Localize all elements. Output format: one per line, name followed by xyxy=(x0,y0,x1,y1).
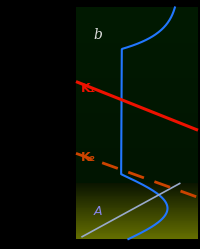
Bar xyxy=(76,206,198,208)
Bar xyxy=(76,190,198,192)
Bar xyxy=(76,48,198,54)
Bar xyxy=(76,25,198,31)
Bar xyxy=(76,7,198,13)
Bar xyxy=(76,228,198,230)
Bar xyxy=(76,225,198,226)
Bar xyxy=(76,77,198,84)
Bar xyxy=(76,154,198,160)
Bar xyxy=(76,42,198,49)
Bar xyxy=(76,227,198,228)
Bar xyxy=(76,210,198,211)
Bar xyxy=(76,196,198,197)
Bar xyxy=(76,214,198,216)
Bar xyxy=(76,189,198,191)
Bar xyxy=(76,193,198,194)
Bar xyxy=(76,142,198,148)
Bar xyxy=(76,207,198,208)
Bar xyxy=(76,235,198,236)
Bar xyxy=(76,212,198,213)
Bar xyxy=(76,199,198,200)
Bar xyxy=(76,188,198,190)
Bar xyxy=(76,214,198,215)
Bar xyxy=(76,95,198,101)
Bar xyxy=(76,219,198,221)
Bar xyxy=(76,148,198,154)
Bar xyxy=(76,208,198,209)
Bar xyxy=(76,83,198,90)
Bar xyxy=(76,124,198,131)
Bar xyxy=(76,60,198,66)
Bar xyxy=(76,194,198,195)
Bar xyxy=(76,107,198,113)
Text: b: b xyxy=(94,28,102,42)
Bar xyxy=(76,198,198,199)
Bar xyxy=(76,216,198,218)
Bar xyxy=(76,213,198,214)
Text: K₂: K₂ xyxy=(81,151,96,165)
Bar xyxy=(76,211,198,212)
Bar xyxy=(76,229,198,231)
Text: K₁: K₁ xyxy=(81,82,96,95)
Bar xyxy=(76,218,198,220)
Bar xyxy=(76,71,198,78)
Bar xyxy=(76,160,198,166)
Bar xyxy=(76,203,198,205)
Bar xyxy=(76,89,198,95)
Bar xyxy=(76,191,198,193)
Bar xyxy=(76,171,198,178)
Bar xyxy=(76,201,198,203)
Bar xyxy=(76,231,198,233)
Bar xyxy=(76,192,198,194)
Bar xyxy=(76,183,198,185)
Bar xyxy=(76,19,198,25)
Bar xyxy=(76,119,198,125)
Bar xyxy=(76,223,198,224)
Bar xyxy=(76,187,198,188)
Bar xyxy=(76,66,198,72)
Bar xyxy=(76,185,198,186)
Bar xyxy=(76,220,198,221)
Bar xyxy=(76,130,198,136)
Bar xyxy=(76,230,198,232)
Bar xyxy=(76,101,198,107)
Bar xyxy=(76,186,198,187)
Bar xyxy=(76,7,198,184)
Bar xyxy=(76,232,198,234)
Bar xyxy=(76,54,198,60)
Bar xyxy=(76,187,198,189)
Bar xyxy=(76,234,198,235)
Bar xyxy=(76,209,198,210)
Bar xyxy=(76,236,198,237)
Bar xyxy=(76,197,198,198)
Bar xyxy=(76,217,198,219)
Bar xyxy=(76,165,198,172)
Bar xyxy=(76,222,198,223)
Bar xyxy=(76,205,198,207)
Bar xyxy=(76,200,198,201)
Bar xyxy=(76,226,198,227)
Bar xyxy=(76,195,198,196)
Bar xyxy=(76,221,198,222)
Bar xyxy=(76,113,198,119)
Bar xyxy=(76,30,198,37)
Bar xyxy=(76,233,198,234)
Bar xyxy=(76,177,198,184)
Bar xyxy=(76,238,198,239)
Bar xyxy=(76,204,198,206)
Bar xyxy=(76,200,198,202)
Bar xyxy=(76,224,198,225)
Bar xyxy=(76,184,198,185)
Bar xyxy=(76,202,198,204)
Bar xyxy=(76,136,198,142)
Bar xyxy=(76,36,198,43)
Bar xyxy=(76,237,198,238)
Text: A: A xyxy=(94,205,102,218)
Bar xyxy=(76,215,198,217)
Bar xyxy=(76,13,198,19)
Bar xyxy=(76,227,198,229)
